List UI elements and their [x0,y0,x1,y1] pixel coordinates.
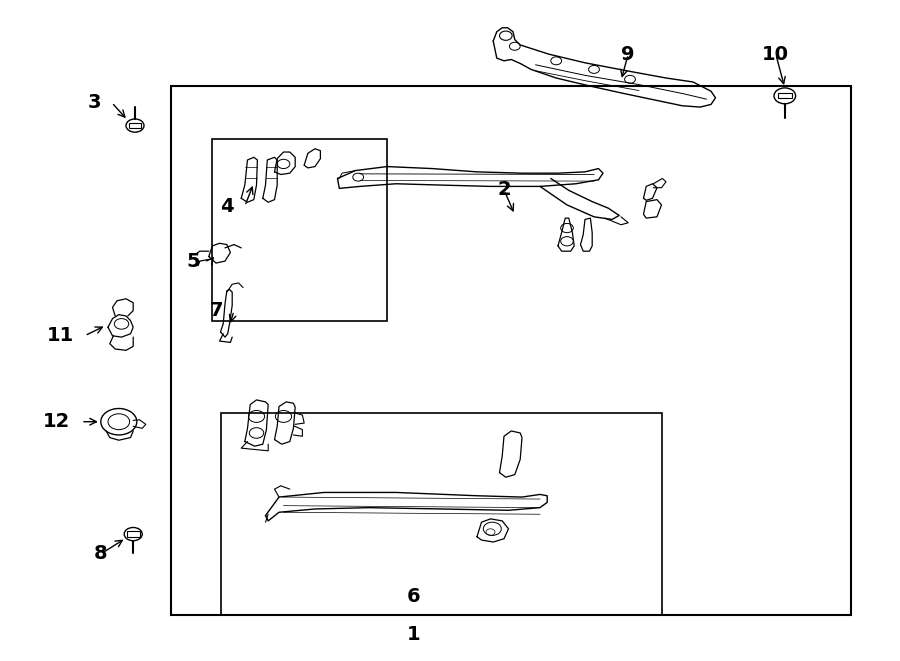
Text: 8: 8 [94,545,108,563]
Text: 7: 7 [210,301,223,320]
Text: 2: 2 [497,180,511,199]
Bar [212,139,387,321]
Text: 11: 11 [47,327,74,345]
Bar [127,531,140,537]
Bar [778,93,792,98]
Text: 9: 9 [621,45,634,63]
Bar [129,123,141,128]
Text: 3: 3 [87,93,101,112]
Text: 10: 10 [762,45,789,63]
Text: 4: 4 [220,197,234,215]
Text: 6: 6 [407,587,421,605]
Bar [171,86,850,615]
Text: 1: 1 [407,625,421,644]
Bar [220,413,662,615]
Text: 12: 12 [43,412,70,431]
Text: 5: 5 [186,252,200,270]
